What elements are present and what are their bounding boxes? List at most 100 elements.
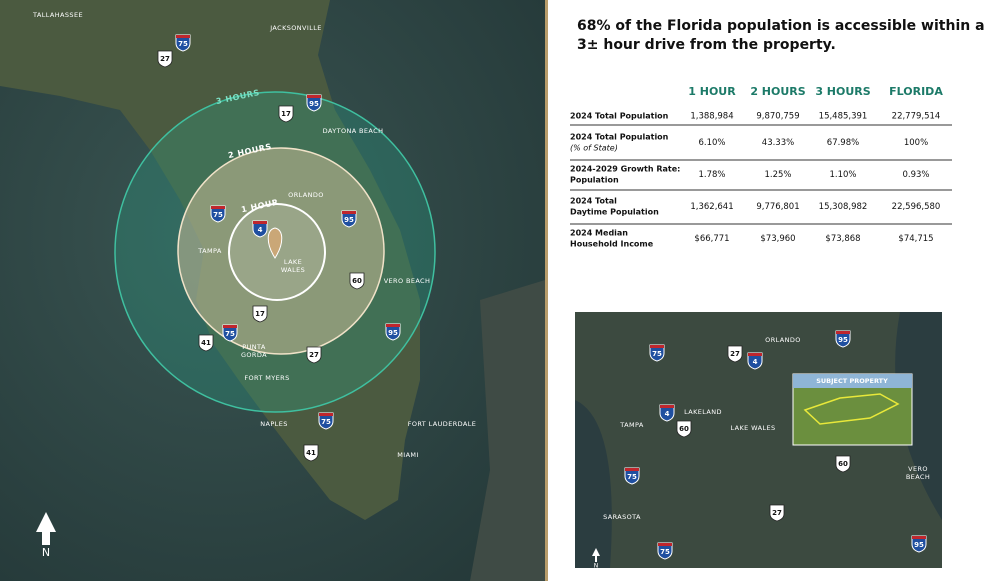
interstate-shield xyxy=(210,205,226,223)
table-cell: 43.33% xyxy=(762,138,794,148)
table-cell: 9,870,759 xyxy=(756,112,799,122)
city-label: MIAMI xyxy=(397,451,419,459)
table-cell: $73,960 xyxy=(760,234,795,244)
shield-number: 75 xyxy=(660,548,670,556)
us-shield xyxy=(835,455,851,473)
heading: 68% of the Florida population is accessi… xyxy=(577,18,984,34)
subject-sky xyxy=(793,374,912,388)
column-header: 2 HOURS xyxy=(750,85,805,98)
us-shield xyxy=(676,420,692,438)
us-shield xyxy=(157,50,173,68)
shield-number: 27 xyxy=(730,350,740,358)
shield-number: 75 xyxy=(652,350,662,358)
us-shield xyxy=(198,334,214,352)
city-label: GORDA xyxy=(241,351,267,359)
city-label: PUNTA xyxy=(242,343,266,351)
table-cell: 22,596,580 xyxy=(892,202,941,212)
interstate-shield xyxy=(252,220,268,238)
florida-land xyxy=(0,0,420,520)
interstate-shield xyxy=(341,210,357,228)
row-label: 2024 Total Population xyxy=(570,112,669,121)
table-cell: 1.25% xyxy=(764,170,791,180)
row-label: (% of State) xyxy=(570,144,618,153)
interstate-shield-top xyxy=(211,206,225,209)
interstate-shield-top xyxy=(912,536,926,539)
inset-city-label: BEACH xyxy=(906,473,930,481)
us-shield xyxy=(349,272,365,290)
shield-number: 41 xyxy=(201,339,211,347)
row-label: 2024 Total xyxy=(570,197,617,206)
shield-number: 75 xyxy=(627,473,637,481)
interstate-shield xyxy=(649,344,665,362)
inset-city-label: VERO xyxy=(908,465,928,473)
interstate-shield xyxy=(911,535,927,553)
table-cell: 15,308,982 xyxy=(819,202,868,212)
shield-number: 4 xyxy=(665,410,670,418)
city-label: TALLAHASSEE xyxy=(32,11,83,19)
shield-number: 75 xyxy=(178,40,188,48)
subject-outline xyxy=(803,393,900,425)
shield-number: 4 xyxy=(258,226,263,234)
interstate-shield-top xyxy=(176,35,190,38)
interstate-shield xyxy=(624,467,640,485)
shield-number: 60 xyxy=(352,277,362,285)
table-cell: 6.10% xyxy=(698,138,725,148)
city-label: WALES xyxy=(281,266,305,274)
shield-number: 4 xyxy=(753,358,758,366)
shield-number: 27 xyxy=(160,55,170,63)
interstate-shield xyxy=(222,324,238,342)
us-shield xyxy=(306,346,322,364)
map-land-east xyxy=(470,280,545,581)
row-label: Daytime Population xyxy=(570,208,659,217)
inset-compass-label: N xyxy=(594,563,599,570)
city-label: FORT MYERS xyxy=(244,374,289,382)
inset-city-label: LAKELAND xyxy=(684,408,722,416)
interstate-shield xyxy=(306,94,322,112)
row-label: 2024-2029 Growth Rate: xyxy=(570,165,680,174)
inset-city-label: SARASOTA xyxy=(603,513,641,521)
table-cell: 1,362,641 xyxy=(690,202,733,212)
city-label: JACKSONVILLE xyxy=(269,24,322,32)
interstate-shield-top xyxy=(748,353,762,356)
shield-number: 95 xyxy=(344,216,354,224)
interstate-shield xyxy=(385,323,401,341)
shield-number: 95 xyxy=(309,100,319,108)
interstate-shield-top xyxy=(658,543,672,546)
inset-city-label: TAMPA xyxy=(619,421,644,429)
interstate-shield xyxy=(657,542,673,560)
city-label: VERO BEACH xyxy=(384,277,431,285)
us-shield xyxy=(252,305,268,323)
inset-city-label: LAKE WALES xyxy=(730,424,775,432)
shield-number: 27 xyxy=(309,351,319,359)
shield-number: 17 xyxy=(281,110,291,118)
city-label: TAMPA xyxy=(197,247,222,255)
shield-number: 60 xyxy=(679,425,689,433)
city-label: LAKE xyxy=(284,258,302,266)
table-cell: 0.93% xyxy=(902,170,929,180)
table-cell: $73,868 xyxy=(825,234,860,244)
table-cell: 1,388,984 xyxy=(690,112,733,122)
us-shield xyxy=(278,105,294,123)
table-cell: $74,715 xyxy=(898,234,933,244)
shield-number: 17 xyxy=(255,310,265,318)
heading: 3± hour drive from the property. xyxy=(577,37,836,53)
row-label: Population xyxy=(570,176,619,185)
city-label: FORT LAUDERDALE xyxy=(408,420,477,428)
table-cell: 22,779,514 xyxy=(892,112,941,122)
table-cell: 1.10% xyxy=(829,170,856,180)
shield-number: 75 xyxy=(321,418,331,426)
column-header: FLORIDA xyxy=(889,85,943,98)
interstate-shield-top xyxy=(625,468,639,471)
interstate-shield xyxy=(175,34,191,52)
table-cell: 15,485,391 xyxy=(819,112,868,122)
interstate-shield-top xyxy=(836,331,850,334)
table-cell: 9,776,801 xyxy=(756,202,799,212)
ring-2-hours xyxy=(177,147,385,355)
row-label: 2024 Median xyxy=(570,229,628,238)
table-cell: 1.78% xyxy=(698,170,725,180)
inset-city-label: ORLANDO xyxy=(765,336,801,344)
city-label: NAPLES xyxy=(260,420,287,428)
city-label: DAYTONA BEACH xyxy=(323,127,384,135)
